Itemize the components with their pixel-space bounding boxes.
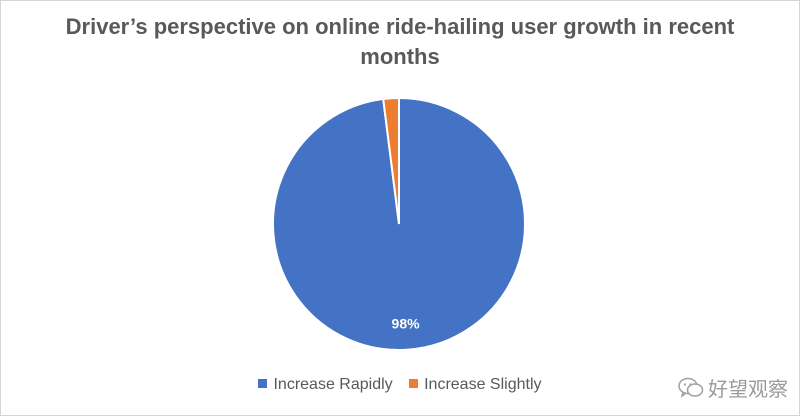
legend-swatch-increase-slightly — [409, 379, 419, 388]
legend-swatch-increase-rapidly — [258, 379, 268, 388]
chart-legend: Increase Rapidly Increase Slightly — [0, 376, 800, 394]
pie-slice-increase-slightly — [382, 96, 400, 225]
data-label-increase-rapidly: 98% — [392, 315, 421, 331]
legend-label-increase-rapidly: Increase Rapidly — [273, 376, 393, 393]
watermark: 好望观察 — [678, 373, 788, 402]
chart-title: Driver’s perspective on online ride-hail… — [65, 14, 735, 69]
legend-label-increase-slightly: Increase Slightly — [424, 376, 542, 393]
wechat-icon — [678, 377, 704, 398]
legend-item-increase-slightly: Increase Slightly — [409, 376, 542, 394]
watermark-text: 好望观察 — [708, 379, 788, 401]
legend-item-increase-rapidly: Increase Rapidly — [258, 376, 393, 394]
